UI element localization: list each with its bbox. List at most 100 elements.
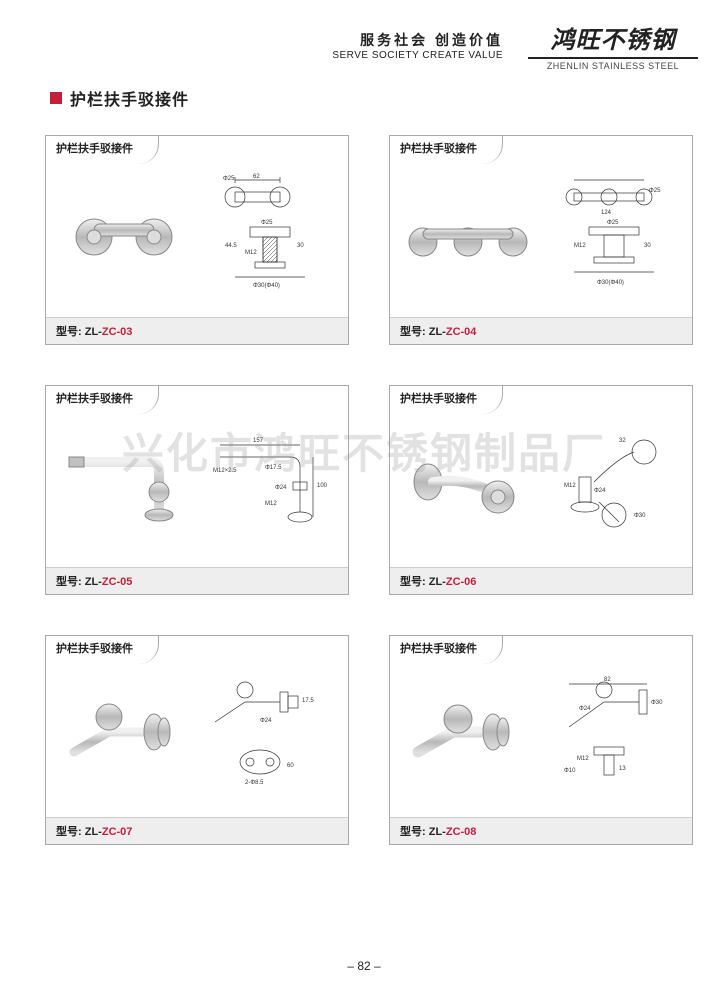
technical-drawing: 32 M12 Φ24 Φ30 [544,422,684,552]
technical-drawing: 157 Φ17.5 Φ24 100 M12 M12×2.5 [200,422,340,552]
tagline-chinese: 服务社会 创造价值 [332,30,503,50]
card-footer: 型号: ZL-ZC-03 [46,317,348,344]
card-footer: 型号: ZL-ZC-07 [46,817,348,844]
dim-label: 62 [253,174,260,180]
model-code: ZC-08 [446,826,477,838]
product-photo [398,187,538,287]
dim-label: M12 [574,243,586,249]
model-label: 型号: [400,826,426,838]
card-tab-label: 护栏扶手驳接件 [45,385,159,414]
technical-drawing: Φ25 124 M12 Φ25 30 Φ30(Φ40) [544,172,684,302]
page-number: – 82 – [347,959,380,973]
card-footer: 型号: ZL-ZC-08 [390,817,692,844]
dim-label: Φ30(Φ40) [253,283,280,289]
model-code: ZC-04 [446,326,477,338]
product-photo [54,437,194,537]
header-company-block: 鸿旺不锈钢 ZHENLIN STAINLESS STEEL [528,20,698,71]
model-code: ZC-06 [446,576,477,588]
dim-label: Φ17.5 [265,465,282,471]
product-card: 护栏扶手驳接件 [389,135,693,345]
connector-icon [59,192,189,282]
model-prefix: ZL- [85,826,102,838]
product-card: 护栏扶手驳接件 [389,385,693,595]
dim-label: M12 [564,483,576,489]
model-code: ZC-03 [102,326,133,338]
dim-label: Φ24 [579,706,591,712]
product-photo [398,437,538,537]
section-heading: 护栏扶手驳接件 [50,86,698,110]
connector-icon [403,442,533,532]
model-label: 型号: [56,326,82,338]
card-tab-label: 护栏扶手驳接件 [45,635,159,664]
dim-label: 32 [619,438,626,444]
dim-label: M12×2.5 [213,468,237,474]
catalog-page: 服务社会 创造价值 SERVE SOCIETY CREATE VALUE 鸿旺不… [0,0,728,985]
card-tab-label: 护栏扶手驳接件 [389,635,503,664]
model-prefix: ZL- [429,326,446,338]
card-footer: 型号: ZL-ZC-04 [390,317,692,344]
connector-icon [403,687,533,787]
dim-label: 30 [644,243,651,249]
model-code: ZC-05 [102,576,133,588]
company-name-chinese: 鸿旺不锈钢 [528,20,698,55]
dim-label: 157 [253,438,264,444]
tagline-english: SERVE SOCIETY CREATE VALUE [332,50,503,61]
product-photo [54,687,194,787]
page-header: 服务社会 创造价值 SERVE SOCIETY CREATE VALUE 鸿旺不… [40,20,698,71]
model-prefix: ZL- [429,826,446,838]
dim-label: 82 [604,677,611,683]
model-prefix: ZL- [85,326,102,338]
dim-label: 17.5 [302,698,314,704]
dim-label: 30 [297,243,304,249]
product-card: 护栏扶手驳接件 [45,385,349,595]
dim-label: 13 [619,766,626,772]
product-grid: 护栏扶手驳接件 [40,135,698,845]
dim-label: Φ30 [651,700,663,706]
dim-label: 44.5 [225,243,237,249]
model-label: 型号: [400,326,426,338]
product-card: 护栏扶手驳接件 [389,635,693,845]
technical-drawing: 17.5 Φ24 60 2-Φ8.5 [200,672,340,802]
model-prefix: ZL- [85,576,102,588]
connector-icon [59,687,189,787]
model-label: 型号: [56,576,82,588]
product-card: 护栏扶手驳接件 [45,635,349,845]
model-code: ZC-07 [102,826,133,838]
dim-label: Φ25 [607,220,619,226]
dim-label: 100 [317,483,328,489]
dim-label: M12 [265,501,277,507]
model-label: 型号: [400,576,426,588]
connector-icon [398,197,538,277]
dim-label: M12 [577,756,589,762]
connector-icon [59,437,189,537]
dim-label: Φ24 [594,488,606,494]
dim-label: Φ24 [260,718,272,724]
model-label: 型号: [56,826,82,838]
dim-label: Φ30(Φ40) [597,280,624,286]
technical-drawing: Φ25 62 44.5 Φ25 M12 30 [200,172,340,302]
header-tagline-block: 服务社会 创造价值 SERVE SOCIETY CREATE VALUE [332,20,503,61]
dim-label: 2-Φ8.5 [245,780,264,786]
card-footer: 型号: ZL-ZC-05 [46,567,348,594]
header-divider [528,57,698,59]
dim-label: Φ24 [275,485,287,491]
section-title-text: 护栏扶手驳接件 [70,86,189,110]
dim-label: Φ10 [564,768,576,774]
technical-drawing: 82 Φ24 M12 Φ30 13 Φ10 [544,672,684,802]
card-tab-label: 护栏扶手驳接件 [389,385,503,414]
dim-label: 124 [601,210,612,216]
company-name-english: ZHENLIN STAINLESS STEEL [528,61,698,71]
card-tab-label: 护栏扶手驳接件 [389,135,503,164]
model-prefix: ZL- [429,576,446,588]
dim-label: Φ25 [223,176,235,182]
dim-label: Φ30 [634,513,646,519]
card-footer: 型号: ZL-ZC-06 [390,567,692,594]
product-card: 护栏扶手驳接件 [45,135,349,345]
product-photo [54,187,194,287]
card-tab-label: 护栏扶手驳接件 [45,135,159,164]
dim-label: Φ25 [261,220,273,226]
dim-label: Φ25 [649,188,661,194]
product-photo [398,687,538,787]
dim-label: 60 [287,763,294,769]
dim-label: M12 [245,250,257,256]
